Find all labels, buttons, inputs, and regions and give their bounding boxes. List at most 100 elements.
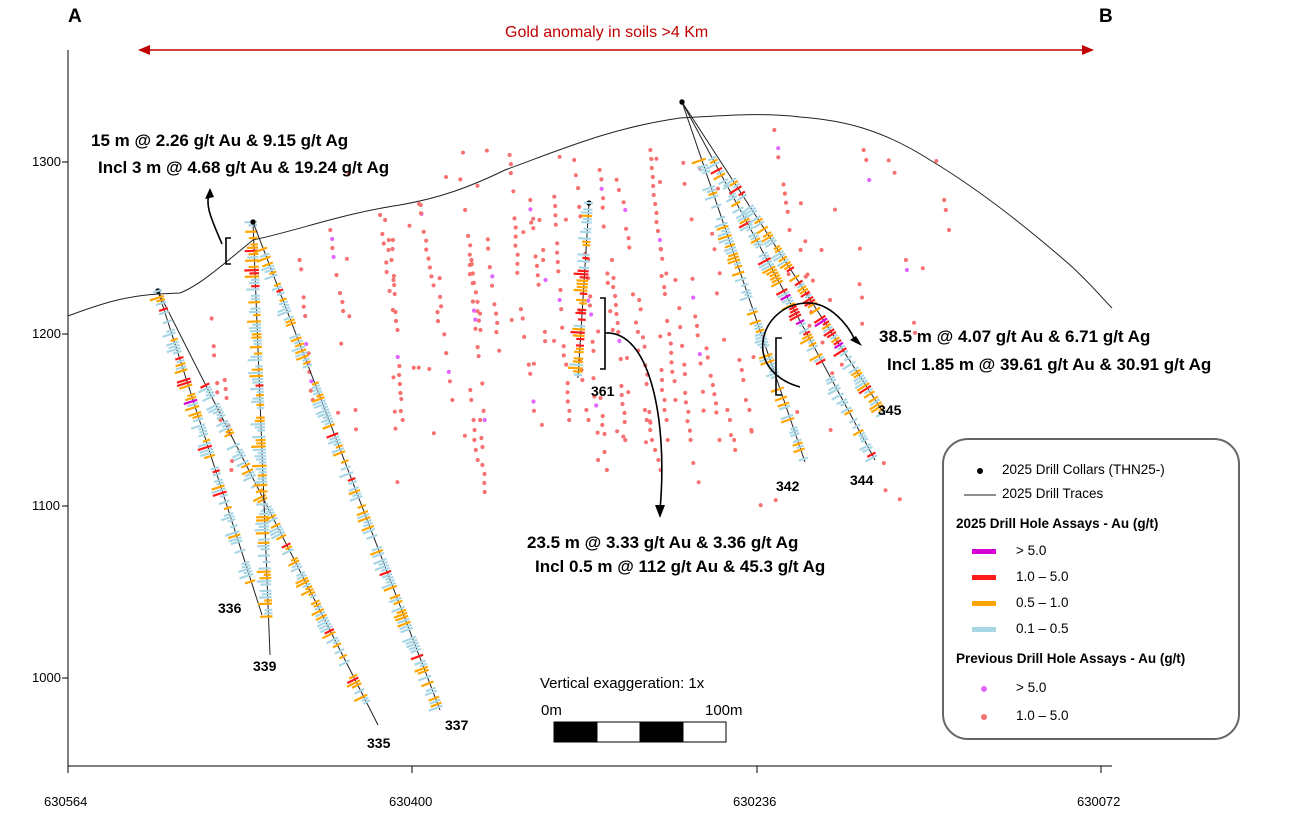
assay-tick-low <box>227 517 236 523</box>
assay-tick-low <box>230 539 243 546</box>
drill-hole-345 <box>679 99 888 418</box>
assay-tick-low <box>216 481 224 486</box>
previous-assay-dot <box>708 373 713 378</box>
assay-tick-mid <box>249 345 262 349</box>
assay-tick-high <box>802 330 811 336</box>
assay-tick-mid <box>244 275 260 278</box>
previous-assay-dot <box>599 177 604 182</box>
previous-assay-dot <box>587 303 593 308</box>
assay-tick-mid <box>285 318 295 324</box>
assay-tick-low <box>271 530 286 540</box>
drill-hole-335 <box>155 288 379 726</box>
assay-tick-low <box>362 527 376 535</box>
previous-assay-dot <box>537 217 542 223</box>
previous-assay-dot <box>297 257 302 263</box>
previous-assay-dot <box>705 355 710 360</box>
assay-tick-mid <box>799 287 809 295</box>
assay-tick-low <box>577 253 590 257</box>
assay-tick-mid <box>244 579 256 585</box>
assay-tick-low <box>213 478 223 484</box>
previous-assay-dot <box>654 156 659 161</box>
previous-assay-dot <box>883 488 888 493</box>
assay-tick-veryhigh <box>795 319 805 326</box>
previous-assay-dot <box>223 386 228 392</box>
scale-bar-left-label: 0m <box>541 702 562 719</box>
assay-tick-low <box>259 596 272 599</box>
previous-assay-dot <box>881 461 886 466</box>
assay-tick-mid <box>421 680 434 688</box>
previous-assay-dot <box>521 230 526 235</box>
assay-tick-low <box>314 605 323 611</box>
previous-assay-dot <box>553 203 558 209</box>
assay-tick-mid <box>783 263 793 271</box>
swatch-red-icon <box>972 575 996 580</box>
previous-assay-dot <box>561 353 566 358</box>
assay-tick-low <box>199 447 214 454</box>
previous-assay-dot <box>839 362 844 367</box>
previous-assay-dot <box>635 329 641 334</box>
previous-assay-dot <box>619 383 624 389</box>
previous-assay-dot <box>714 291 719 296</box>
assay-tick-mid <box>251 464 267 468</box>
previous-assay-dot <box>512 216 517 221</box>
previous-assay-dot <box>618 356 623 362</box>
previous-assay-dot <box>218 417 223 423</box>
assay-tick-high <box>324 628 335 635</box>
hole-label-344: 344 <box>850 472 874 488</box>
previous-assay-dot <box>397 381 402 387</box>
assay-tick-high <box>577 308 587 312</box>
previous-assay-dot-high <box>904 267 910 273</box>
previous-assay-dot <box>710 231 715 236</box>
assay-tick-low <box>384 575 394 581</box>
previous-assay-dot <box>301 295 306 300</box>
previous-assay-dot <box>533 254 538 259</box>
assay-tick-low <box>216 413 226 420</box>
assay-tick-high <box>833 339 842 346</box>
previous-assay-dot <box>535 273 540 278</box>
previous-assay-dot <box>695 333 700 338</box>
assay-tick-low <box>216 411 225 417</box>
previous-assay-dot <box>658 180 662 184</box>
assay-tick-mid <box>295 579 310 589</box>
previous-assay-dot <box>347 314 352 319</box>
previous-assay-dot <box>668 341 673 346</box>
assay-tick-low <box>381 572 393 579</box>
previous-assay-dot <box>299 267 304 272</box>
assay-tick-mid <box>275 533 287 541</box>
previous-assay-dot <box>484 148 489 153</box>
assay-tick-mid <box>175 362 186 368</box>
assay-tick-low <box>714 221 728 229</box>
assay-tick-low <box>309 593 317 599</box>
previous-assay-dot <box>531 361 536 366</box>
assay-tick-mid <box>294 348 307 355</box>
scale-bar-right-label: 100m <box>705 702 743 719</box>
assay-tick-mid <box>393 611 408 619</box>
assay-tick-mid <box>774 247 783 254</box>
previous-assay-dot <box>475 309 480 314</box>
previous-assay-dot <box>682 372 688 377</box>
assay-tick-mid <box>203 453 216 460</box>
previous-assay-dot <box>716 186 720 191</box>
assay-tick-low <box>798 456 809 462</box>
assay-tick-mid <box>356 509 369 517</box>
previous-assay-dot <box>431 431 436 436</box>
assay-tick-mid <box>755 328 765 334</box>
previous-assay-dot <box>608 309 613 314</box>
assay-tick-low <box>248 326 262 330</box>
previous-assay-dot <box>209 316 214 321</box>
assay-tick-mid <box>878 406 886 413</box>
assay-tick-mid <box>777 401 790 408</box>
assay-tick-high <box>212 490 227 497</box>
drill-hole-339 <box>244 219 273 656</box>
assay-tick-low <box>259 589 272 593</box>
assay-tick-mid <box>241 468 254 476</box>
assay-tick-mid <box>257 602 273 606</box>
previous-assay-dot <box>654 219 659 225</box>
assay-tick-low <box>258 567 271 570</box>
previous-assay-dot <box>805 272 810 277</box>
assay-tick-high <box>794 279 804 287</box>
previous-assay-dot <box>543 339 548 344</box>
previous-assay-dot <box>424 238 429 243</box>
assay-tick-mid <box>746 310 759 316</box>
previous-assay-dot-high <box>473 317 478 322</box>
